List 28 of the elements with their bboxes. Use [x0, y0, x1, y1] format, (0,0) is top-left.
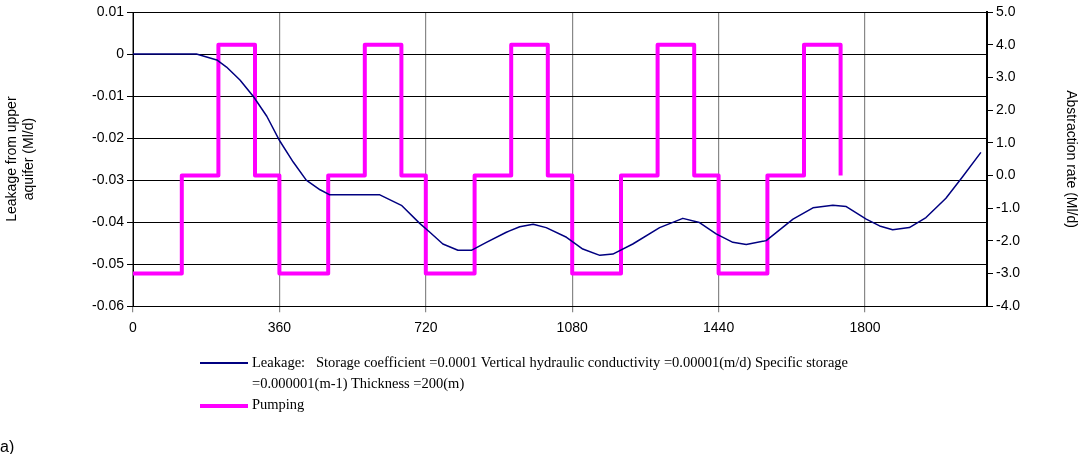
- legend-label: Pumping: [252, 395, 305, 414]
- y-tick-label: -0.06: [92, 297, 125, 314]
- y2-tick-label: -2.0: [996, 231, 1021, 248]
- x-tick-label: 720: [414, 319, 438, 336]
- y-tick-label: 0: [116, 44, 125, 61]
- y-tick-label: -0.05: [92, 255, 125, 272]
- x-tick-label: 1800: [849, 319, 881, 336]
- y2-tick-label: 2.0: [996, 100, 1016, 117]
- y2-tick-label: 0.0: [996, 166, 1016, 183]
- y-tick-label: -0.02: [92, 128, 125, 145]
- y2-tick-label: 3.0: [996, 68, 1016, 85]
- y2-tick-label: -1.0: [996, 198, 1021, 215]
- x-tick-label: 1080: [556, 319, 588, 336]
- y-tick-label: -0.03: [92, 170, 125, 187]
- y2-tick-label: -4.0: [996, 297, 1021, 314]
- legend-label: Leakage: Storage coefficient =0.0001 Vertical hydraulic conductivity =0.00001(m/d) Specific storage =0.000001(m-1) Thickness =200(m): [252, 353, 850, 393]
- y2-tick-label: 4.0: [996, 35, 1016, 52]
- y-tick-label: 0.01: [96, 2, 125, 19]
- y2-tick-label: 5.0: [996, 2, 1016, 19]
- y-tick-label: -0.04: [92, 213, 125, 229]
- x-tick-label: 0: [129, 319, 138, 336]
- y2-tick-label: -3.0: [996, 264, 1021, 281]
- y-axis-title: Leakage from upper aquifer (Ml/d): [3, 96, 37, 222]
- x-tick-label: 1440: [703, 319, 735, 336]
- x-tick-label: 360: [267, 319, 292, 336]
- y2-tick-label: 1.0: [996, 133, 1016, 150]
- y-tick-label: -0.01: [92, 86, 125, 103]
- y2-axis-title: Abstraction rate (Ml/d): [1063, 90, 1080, 228]
